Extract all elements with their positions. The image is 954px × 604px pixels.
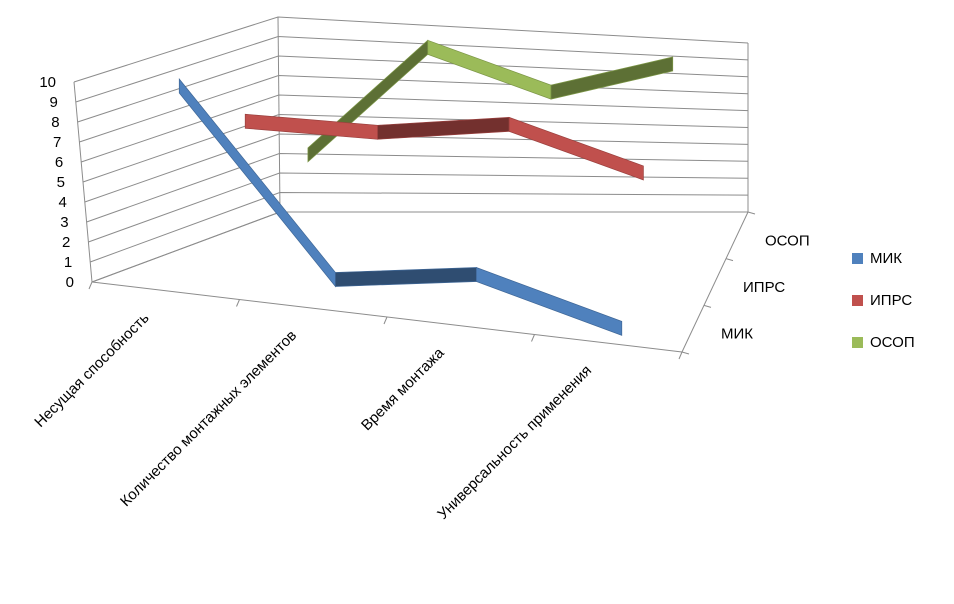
y-tick-labels: 0 1 2 3 4 5 6 7 8 9 10 <box>39 74 74 291</box>
series-axis-label: ИПРС <box>743 279 785 296</box>
y-tick-label: 0 <box>66 274 74 291</box>
category-tick <box>88 281 93 290</box>
category-tick <box>531 334 535 342</box>
legend-item-osop: ОСОП <box>852 332 915 352</box>
category-label: Время монтажа <box>358 344 448 434</box>
y-tick-label: 3 <box>60 214 68 231</box>
ribbon-segment <box>377 117 510 140</box>
category-label: Универсальность применения <box>434 362 595 523</box>
legend-swatch-mik <box>852 252 863 264</box>
series-axis-labels: МИК ИПРС ОСОП <box>721 232 810 342</box>
series-tick <box>725 258 734 262</box>
category-tick <box>678 351 683 360</box>
legend: МИК ИПРС ОСОП <box>852 248 915 374</box>
category-tick <box>236 299 240 307</box>
y-tick-label: 8 <box>51 114 59 131</box>
gridline <box>90 191 749 263</box>
series-ribbon <box>307 39 674 163</box>
legend-label-iprs: ИПРС <box>870 291 913 309</box>
y-tick-label: 5 <box>57 174 65 191</box>
y-tick-label: 10 <box>39 74 56 91</box>
category-label: Количество монтажных элементов <box>117 327 300 510</box>
left-floor-edge <box>91 211 281 283</box>
series-tick <box>681 351 690 355</box>
ribbon-segment <box>476 266 623 336</box>
ribbon-segment <box>244 113 378 140</box>
gridline <box>84 133 749 203</box>
y-tick-label: 6 <box>55 154 63 171</box>
legend-label-osop: ОСОП <box>870 333 915 351</box>
y-tick-label: 1 <box>64 254 72 271</box>
legend-swatch-iprs <box>852 294 863 306</box>
ribbon-segment <box>178 78 336 288</box>
legend-item-mik: МИК <box>852 248 915 268</box>
series-axis-label: МИК <box>721 326 753 343</box>
category-label: Несущая способность <box>31 309 152 430</box>
gridline <box>88 172 749 243</box>
series-ribbons <box>178 39 674 336</box>
series-axis-line <box>681 211 749 353</box>
ribbon-segment <box>508 116 644 181</box>
y-tick-label: 4 <box>58 194 66 211</box>
series-tick <box>747 211 756 215</box>
legend-item-iprs: ИПРС <box>852 290 915 310</box>
y-tick-label: 2 <box>62 234 70 251</box>
series-axis-label: ОСОП <box>765 232 810 249</box>
legend-swatch-osop <box>852 336 863 348</box>
category-tick <box>383 316 388 325</box>
series-ribbon <box>178 78 623 336</box>
series-tick <box>703 304 712 308</box>
legend-label-mik: МИК <box>870 249 903 267</box>
ribbon-segment <box>335 267 477 287</box>
ribbon-segment <box>550 56 674 100</box>
y-tick-label: 9 <box>49 94 57 111</box>
series-ribbon <box>244 113 644 181</box>
axes <box>73 16 756 360</box>
value-axis-line <box>73 81 93 283</box>
y-tick-label: 7 <box>53 134 61 151</box>
back-left-edge <box>277 16 281 213</box>
